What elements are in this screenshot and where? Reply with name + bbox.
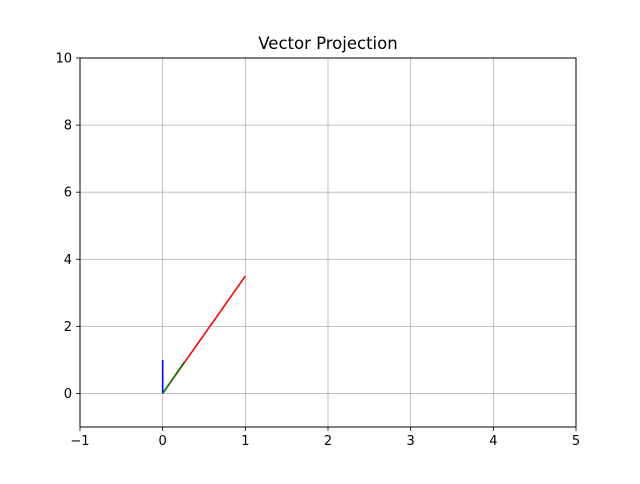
x-axis-ticks: −1 0 1 2 3 4 5: [70, 427, 580, 449]
green-projection-line: [162, 361, 185, 394]
x-tick-label: 2: [324, 434, 332, 449]
y-tick-label: 10: [55, 52, 72, 67]
x-tick-label: 5: [572, 434, 580, 449]
grid-layer: [79, 57, 577, 427]
y-tick-label: 6: [64, 186, 72, 201]
y-tick-label: 4: [64, 253, 72, 268]
x-tick-label: 4: [489, 434, 497, 449]
y-tick-label: 8: [64, 119, 72, 134]
x-tick-label: 3: [407, 434, 415, 449]
y-axis-ticks: 0 2 4 6 8 10: [55, 52, 80, 402]
x-tick-label: −1: [70, 434, 89, 449]
x-tick-label: 1: [241, 434, 249, 449]
y-tick-label: 0: [64, 387, 72, 402]
series-layer: [161, 275, 246, 394]
y-tick-label: 2: [64, 320, 72, 335]
x-tick-label: 0: [159, 434, 167, 449]
chart-title: Vector Projection: [258, 34, 397, 53]
